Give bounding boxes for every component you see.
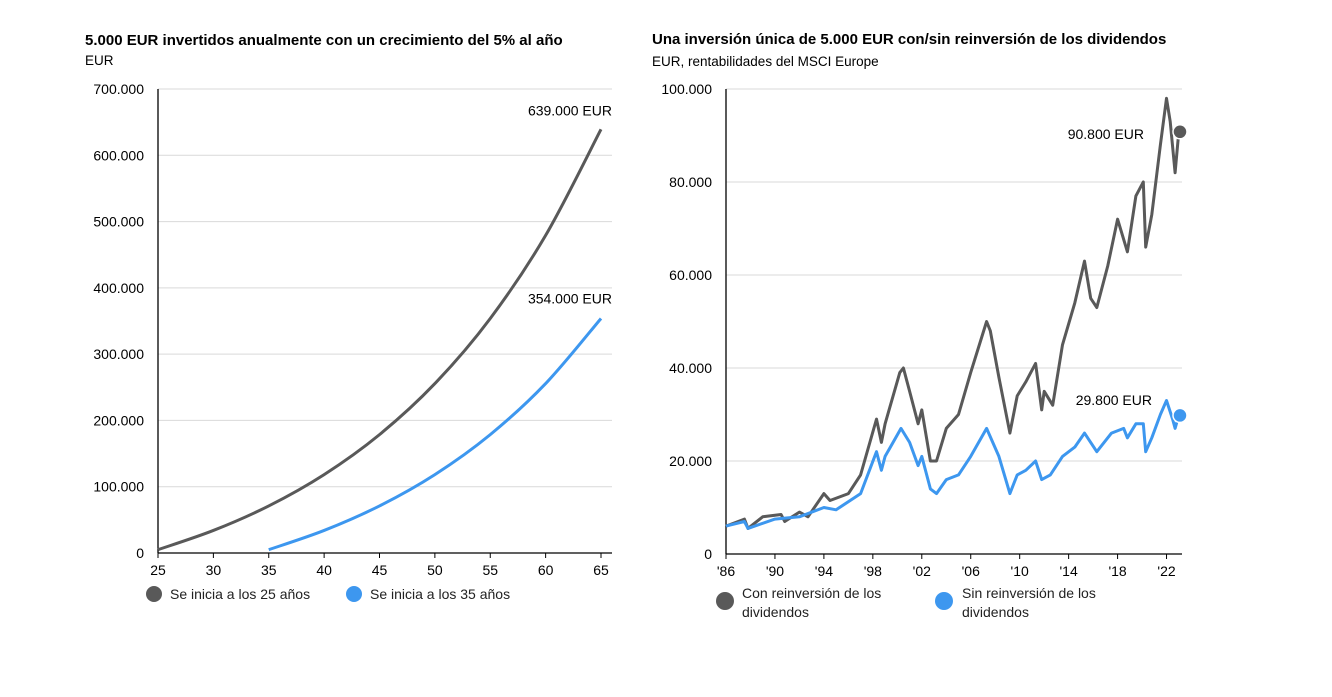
x-tick-label: '90 xyxy=(766,563,784,579)
y-tick-label: 400.000 xyxy=(93,280,144,296)
x-tick-label: 65 xyxy=(593,562,609,578)
y-tick-label: 300.000 xyxy=(93,346,144,362)
x-tick-label: 50 xyxy=(427,562,443,578)
x-tick-label: '02 xyxy=(913,563,931,579)
legend-marker-sin xyxy=(935,592,953,610)
legend-label-con: Con reinversión de los dividendos xyxy=(742,585,881,620)
y-tick-label: 80.000 xyxy=(669,174,712,190)
end-point-1 xyxy=(1172,407,1188,424)
left-legend: Se inicia a los 25 años Se inicia a los … xyxy=(146,586,510,602)
left-chart: 5.000 EUR invertidos anualmente con un c… xyxy=(85,32,612,602)
x-tick-label: '98 xyxy=(864,563,882,579)
y-tick-label: 60.000 xyxy=(669,267,712,283)
end-label-35: 354.000 EUR xyxy=(528,290,612,306)
right-legend: Con reinversión de los dividendos Sin rei… xyxy=(716,585,1096,620)
x-tick-label: 40 xyxy=(316,562,332,578)
y-tick-label: 200.000 xyxy=(93,412,144,428)
series-line-0 xyxy=(157,128,603,552)
end-point-0 xyxy=(1172,124,1188,140)
x-tick-label: '22 xyxy=(1157,563,1175,579)
x-tick-label: 30 xyxy=(206,562,222,578)
series-line-1 xyxy=(268,317,603,552)
x-tick-label: 45 xyxy=(372,562,388,578)
right-chart-unit: EUR, rentabilidades del MSCI Europe xyxy=(652,54,879,69)
end-label-25: 639.000 EUR xyxy=(528,102,612,118)
legend-label-sin: Sin reinversión de los dividendos xyxy=(962,585,1096,620)
y-tick-label: 0 xyxy=(136,545,144,561)
y-tick-label: 700.000 xyxy=(93,81,144,97)
right-chart-title: Una inversión única de 5.000 EUR con/sin… xyxy=(652,31,1166,48)
series-line-1 xyxy=(725,399,1181,530)
y-tick-label: 100.000 xyxy=(93,479,144,495)
x-tick-label: 35 xyxy=(261,562,277,578)
legend-marker-35 xyxy=(346,586,362,602)
series-line-0 xyxy=(725,96,1181,530)
x-tick-label: '94 xyxy=(815,563,833,579)
x-tick-label: 25 xyxy=(150,562,166,578)
x-tick-label: '86 xyxy=(717,563,735,579)
x-tick-label: '14 xyxy=(1060,563,1078,579)
y-tick-label: 0 xyxy=(704,546,712,562)
legend-label-25: Se inicia a los 25 años xyxy=(170,586,310,602)
x-tick-label: 55 xyxy=(482,562,498,578)
y-tick-label: 500.000 xyxy=(93,214,144,230)
x-tick-label: '10 xyxy=(1011,563,1029,579)
y-tick-label: 40.000 xyxy=(669,360,712,376)
right-chart: Una inversión única de 5.000 EUR con/sin… xyxy=(652,31,1188,620)
legend-label-35: Se inicia a los 35 años xyxy=(370,586,510,602)
end-label-sin: 29.800 EUR xyxy=(1076,392,1152,408)
y-tick-label: 20.000 xyxy=(669,453,712,469)
left-chart-unit: EUR xyxy=(85,53,114,68)
legend-marker-25 xyxy=(146,586,162,602)
x-tick-label: '18 xyxy=(1108,563,1126,579)
x-tick-label: '06 xyxy=(962,563,980,579)
y-tick-label: 100.000 xyxy=(661,81,712,97)
legend-marker-con xyxy=(716,592,734,610)
x-tick-label: 60 xyxy=(538,562,554,578)
y-tick-label: 600.000 xyxy=(93,147,144,163)
left-chart-title: 5.000 EUR invertidos anualmente con un c… xyxy=(85,32,563,49)
end-label-con: 90.800 EUR xyxy=(1068,126,1144,142)
